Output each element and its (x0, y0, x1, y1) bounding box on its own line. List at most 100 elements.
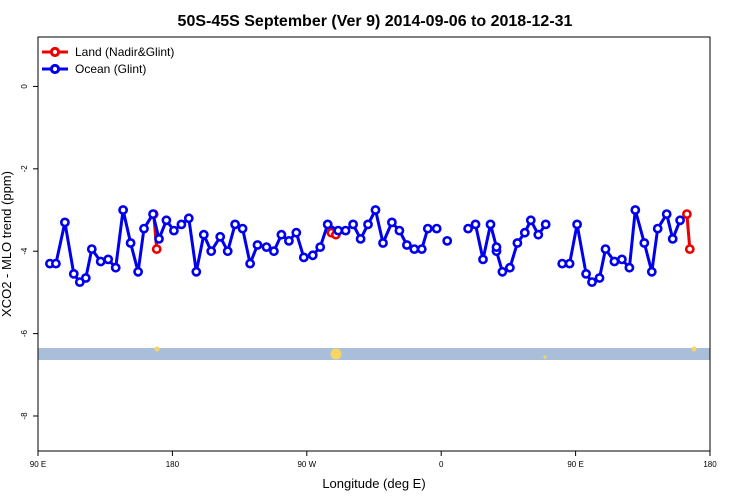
data-point (624, 262, 635, 273)
sun-glyph (330, 348, 342, 360)
data-point (564, 258, 575, 269)
series-line (685, 213, 692, 250)
data-point (315, 242, 326, 252)
y-axis: 0 -2 -4 -6 -8 (20, 84, 38, 420)
y-tick-label: 0 (20, 84, 29, 89)
series-layer (45, 205, 695, 287)
data-point (512, 238, 523, 248)
data-point (504, 262, 515, 273)
data-point (60, 217, 70, 228)
data-point (409, 244, 420, 254)
data-point (283, 235, 294, 246)
x-tick-label: 180 (703, 460, 717, 469)
data-point (533, 229, 544, 240)
data-point (252, 240, 263, 250)
bottom-band (38, 346, 710, 360)
data-point (125, 238, 136, 248)
plot-frame (37, 36, 711, 452)
y-tick-label: -2 (20, 165, 29, 173)
y-tick-label: -6 (20, 329, 29, 337)
band-strip (38, 348, 710, 360)
x-tick-label: 90 W (297, 460, 316, 469)
data-point (684, 244, 695, 254)
data-point (519, 227, 530, 238)
x-tick-label: 90 E (30, 460, 46, 469)
data-point (594, 273, 605, 283)
data-point (378, 238, 388, 248)
sun-glyph (543, 355, 547, 359)
y-tick-label: -4 (20, 247, 29, 255)
data-point (639, 238, 650, 248)
data-point (176, 219, 187, 230)
data-point (370, 205, 381, 215)
data-point (363, 219, 373, 230)
data-point (652, 223, 663, 234)
x-tick-label: 0 (439, 460, 444, 469)
data-point (600, 244, 611, 254)
data-point (139, 223, 149, 234)
data-point (630, 205, 641, 215)
data-point (95, 256, 106, 267)
y-axis-label: XCO2 - MLO trend (ppm) (0, 171, 14, 317)
legend-ocean-marker (49, 63, 61, 75)
data-point (103, 254, 114, 265)
data-point (148, 209, 158, 219)
data-point (110, 262, 121, 273)
data-point (222, 246, 233, 257)
series-ocean (45, 205, 685, 287)
data-point (118, 205, 128, 215)
data-point (268, 246, 279, 257)
data-point (322, 219, 333, 230)
data-point (667, 233, 678, 244)
data-point (416, 244, 427, 254)
data-point (348, 219, 358, 230)
data-point (276, 229, 287, 240)
data-point (386, 217, 397, 228)
data-point (572, 219, 582, 230)
series-line (49, 208, 437, 284)
data-point (661, 209, 672, 219)
data-point (609, 256, 620, 267)
data-point (161, 215, 172, 226)
data-point (463, 223, 473, 234)
data-point (646, 266, 657, 277)
data-point (298, 252, 309, 263)
data-point (485, 219, 496, 230)
y-tick-label: -8 (20, 412, 29, 420)
legend: Land (Nadir&Glint) Ocean (Glint) (42, 45, 174, 76)
legend-land-label: Land (Nadir&Glint) (75, 45, 174, 59)
data-point (422, 223, 433, 234)
data-point (86, 244, 97, 254)
data-point (80, 273, 91, 283)
data-point (401, 240, 412, 250)
data-point (394, 225, 405, 236)
data-point (497, 266, 508, 277)
sun-glyph (154, 346, 160, 352)
data-point (215, 231, 226, 242)
data-point (133, 266, 143, 277)
data-point (340, 225, 351, 236)
data-point (675, 215, 685, 226)
data-point (617, 254, 627, 265)
data-point (682, 209, 692, 219)
x-tick-label: 90 E (567, 460, 583, 469)
data-point (168, 225, 179, 236)
legend-land-marker (49, 46, 61, 58)
data-point (237, 223, 248, 234)
data-point (540, 219, 551, 230)
legend-ocean-label: Ocean (Glint) (75, 62, 146, 76)
data-point (68, 268, 79, 279)
x-axis-label: Longitude (deg E) (322, 476, 425, 491)
data-point (191, 266, 202, 277)
data-point (154, 233, 164, 244)
data-point (525, 215, 536, 226)
sun-glyph (691, 346, 697, 352)
data-point (431, 223, 442, 234)
data-point (51, 258, 61, 269)
data-point (442, 235, 453, 246)
data-point (198, 229, 209, 240)
data-point (230, 219, 240, 230)
data-point (245, 258, 255, 269)
data-point (183, 213, 194, 224)
